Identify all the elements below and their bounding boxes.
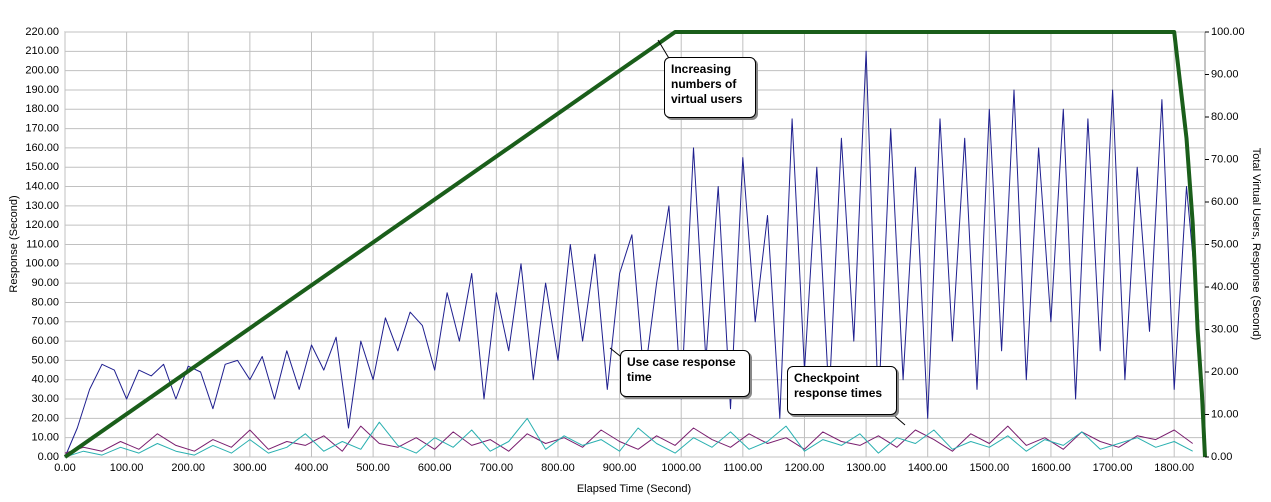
x-tick-label: 1100.00	[723, 462, 762, 474]
y-tick-label: 70.00	[31, 316, 59, 328]
y-tick-label: 130.00	[25, 200, 59, 212]
y-tick-label: 200.00	[25, 65, 59, 77]
annotation: Use case response time	[620, 350, 750, 397]
x-tick-label: 1500.00	[969, 462, 1009, 474]
x-tick-label: 800.00	[541, 462, 575, 474]
x-tick-label: 1200.00	[785, 462, 825, 474]
series-line	[64, 50, 1200, 458]
x-tick-label: 1700.00	[1093, 462, 1133, 474]
callout-pointer	[657, 39, 671, 61]
y2-tick-label: 60.00	[1211, 196, 1239, 208]
y-tick-label: 40.00	[31, 374, 59, 386]
x-tick-label: 700.00	[480, 462, 514, 474]
y-axis-label: Response (Second)	[8, 195, 20, 292]
y2-tick-label: 40.00	[1211, 281, 1239, 293]
y-tick-label: 110.00	[26, 238, 59, 250]
x-tick-label: 1400.00	[908, 462, 948, 474]
x-tick-label: 0.00	[54, 462, 75, 474]
x-axis-label: Elapsed Time (Second)	[577, 483, 691, 495]
x-tick-label: 1800.00	[1154, 462, 1194, 474]
x-tick-label: 100.00	[110, 462, 144, 474]
y-tick-label: 100.00	[25, 258, 59, 270]
y-tick-label: 20.00	[31, 412, 59, 424]
y-tick-label: 120.00	[25, 219, 59, 231]
y-tick-label: 190.00	[25, 84, 59, 96]
x-tick-label: 200.00	[171, 462, 205, 474]
annotation: Checkpoint response times	[787, 366, 897, 415]
y2-tick-label: 10.00	[1211, 408, 1239, 420]
y-tick-label: 220.00	[25, 26, 59, 38]
x-tick-label: 500.00	[356, 462, 390, 474]
grid	[64, 31, 1205, 458]
x-tick-label: 400.00	[295, 462, 329, 474]
x-tick-label: 300.00	[233, 462, 267, 474]
y2-tick-label: 70.00	[1211, 153, 1239, 165]
y-tick-label: 10.00	[31, 432, 59, 444]
y2-tick-label: 20.00	[1211, 366, 1239, 378]
x-tick-label: 1000.00	[661, 462, 701, 474]
y2-tick-label: 100.00	[1211, 26, 1245, 38]
lines	[63, 30, 1207, 459]
annotation: Increasing numbers of virtual users	[664, 57, 756, 118]
y-tick-label: 170.00	[25, 122, 59, 134]
y-tick-label: 160.00	[25, 142, 59, 154]
y-tick-label: 90.00	[31, 277, 59, 289]
y-tick-label: 140.00	[25, 180, 59, 192]
y-tick-label: 60.00	[31, 335, 59, 347]
y-tick-label: 150.00	[25, 161, 59, 173]
y2-tick-label: 50.00	[1211, 238, 1239, 250]
y2-tick-label: 90.00	[1211, 68, 1239, 80]
y-tick-label: 180.00	[25, 103, 59, 115]
x-tick-label: 600.00	[418, 462, 452, 474]
series-line	[64, 417, 1193, 458]
y-tick-label: 0.00	[38, 451, 59, 463]
y-tick-label: 30.00	[31, 393, 59, 405]
y2-tick-label: 0.00	[1211, 451, 1232, 463]
y2-axis-label: Total Virtual Users, Response (Second)	[1250, 148, 1262, 340]
y-tick-label: 80.00	[31, 296, 59, 308]
x-tick-label: 1600.00	[1031, 462, 1071, 474]
x-tick-label: 1300.00	[846, 462, 886, 474]
series-line	[63, 30, 1207, 459]
y2-tick-label: 30.00	[1211, 323, 1239, 335]
y-tick-label: 50.00	[31, 354, 59, 366]
x-tick-label: 900.00	[603, 462, 637, 474]
y2-tick-label: 80.00	[1211, 111, 1239, 123]
y-tick-label: 210.00	[25, 45, 59, 57]
series-line	[64, 425, 1193, 454]
